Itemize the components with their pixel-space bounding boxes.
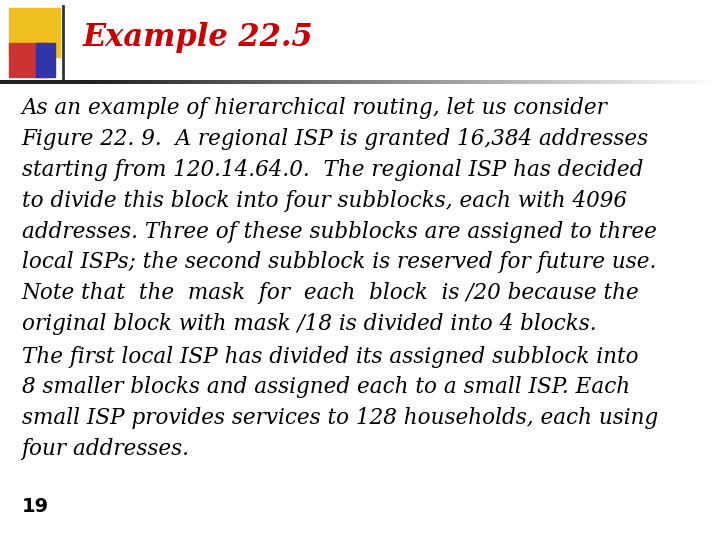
Bar <box>9 43 49 77</box>
Text: The first local ISP has divided its assigned subblock into
8 smaller blocks and : The first local ISP has divided its assi… <box>22 346 658 460</box>
Bar <box>9 8 60 57</box>
Text: Example 22.5: Example 22.5 <box>83 22 313 53</box>
Bar <box>36 43 55 77</box>
Text: 19: 19 <box>22 497 49 516</box>
Text: As an example of hierarchical routing, let us consider
Figure 22. 9.  A regional: As an example of hierarchical routing, l… <box>22 97 657 335</box>
